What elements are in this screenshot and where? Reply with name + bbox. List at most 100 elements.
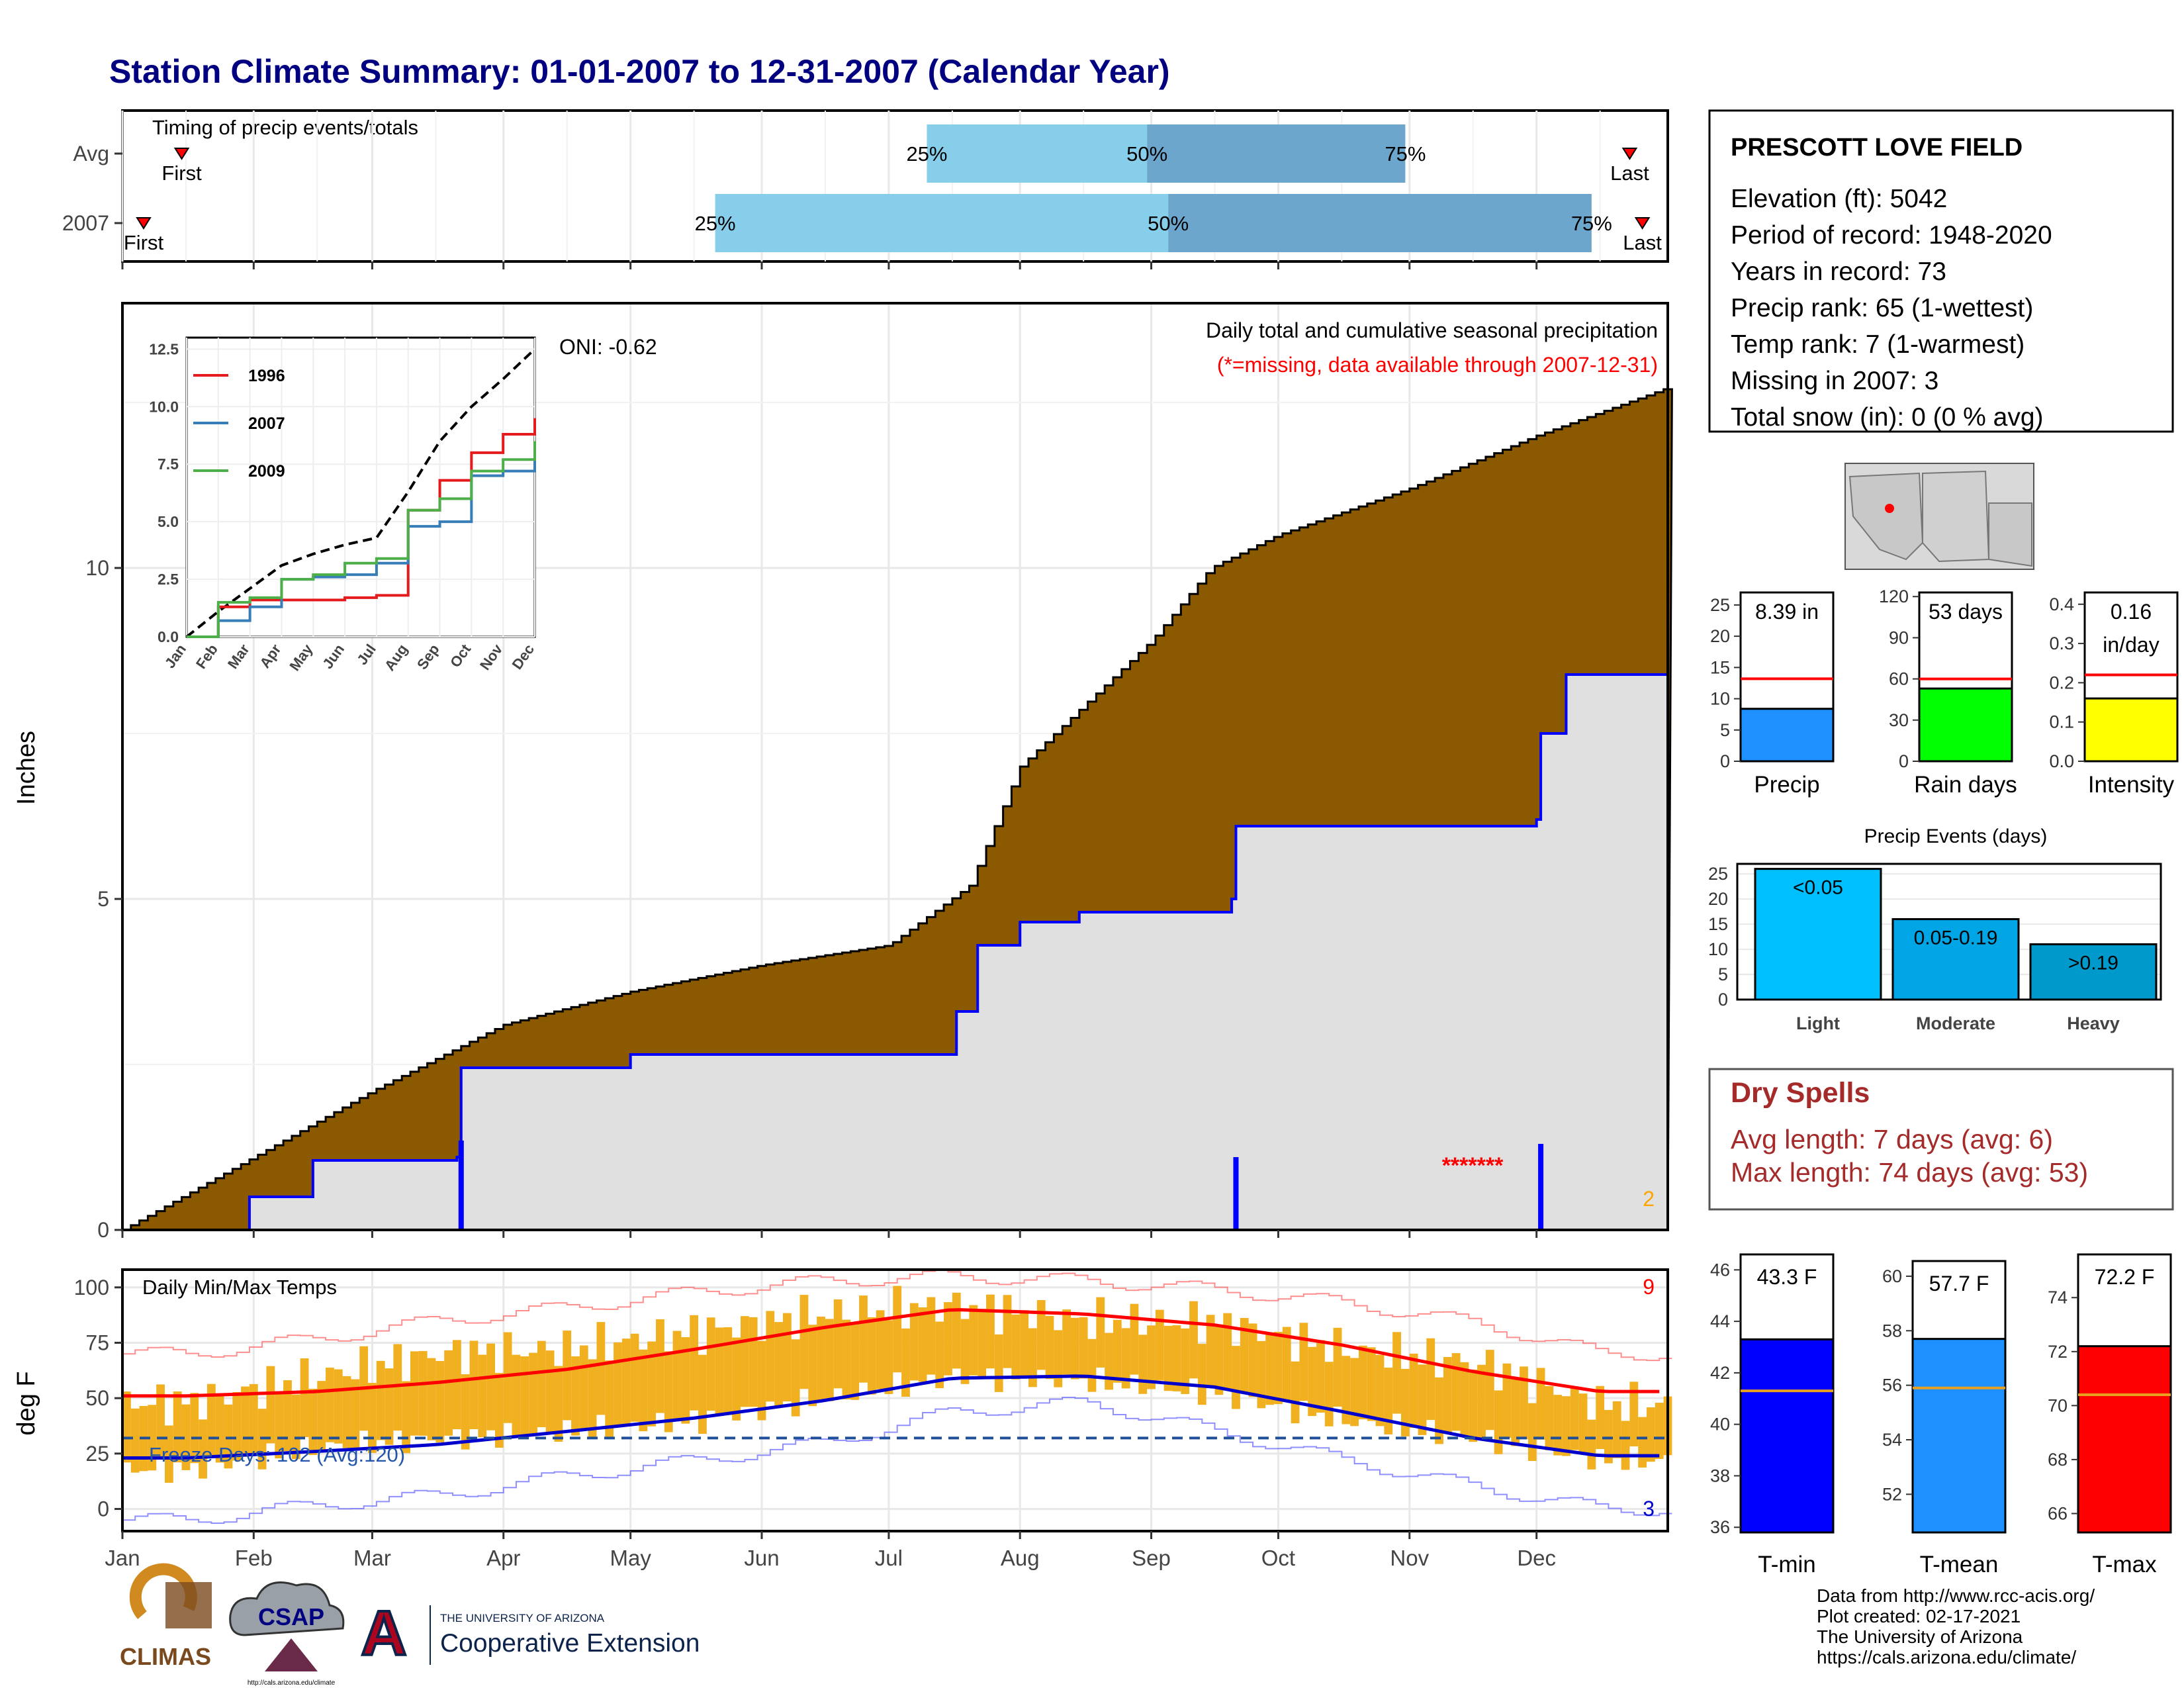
mini-bar-ytick-label: 5 [1720,720,1730,740]
daily-temp-range-bar [1553,1395,1563,1456]
daily-temp-range-bar [1316,1340,1325,1413]
dry-spells-avg: Avg length: 7 days (avg: 6) [1731,1124,2053,1154]
mini-bar-value [1739,708,1835,763]
average-min-line [122,1374,1660,1460]
daily-temp-range-bar [1451,1353,1461,1431]
mini-bar-ytick-label: 0.4 [2049,594,2074,614]
daily-temp-range-bar [512,1354,521,1436]
daily-temp-range-bar [486,1343,495,1430]
daily-temp-range-bar [199,1419,207,1479]
mini-bar-value-label: 0.16 [2111,600,2152,624]
daily-temp-range-bar [1308,1346,1317,1417]
temp-bar-value-label: 57.7 F [1929,1272,1989,1295]
temp-bar-ytick-label: 38 [1710,1466,1730,1485]
daily-temp-range-bar [927,1297,936,1375]
daily-temp-range-bar [944,1302,952,1376]
temp-ytick-label: 25 [85,1442,109,1466]
daily-temp-range-bar [969,1305,978,1376]
first-label: First [124,231,164,254]
timing-p50-label: 50% [1126,142,1167,165]
daily-temp-range-bar [1392,1332,1401,1414]
daily-temp-range-bar [909,1303,919,1381]
daily-temp-range-bar [1028,1328,1037,1387]
oni-label: ONI: -0.62 [559,335,657,359]
dry-spells-frame [1708,1068,2174,1211]
daily-temp-range-bar [1342,1356,1351,1425]
ua-block-a-icon: A [361,1598,406,1669]
daily-temp-range-bar [1147,1325,1156,1389]
timing-title: Timing of precip events/totals [152,116,418,139]
record-low-line [122,1397,1672,1524]
temp-bar-value-label: 43.3 F [1757,1265,1817,1289]
timing-bar-q1 [715,194,1169,252]
mini-bar-ytick-label: 0.1 [2049,712,2074,732]
daily-temp-range-bar [664,1351,673,1432]
daily-temp-range-bar [571,1356,580,1436]
last-label: Last [1623,231,1662,254]
page-title: Station Climate Summary: 01-01-2007 to 1… [109,53,1170,90]
daily-temp-range-bar [918,1307,927,1382]
events-ytick-label: 5 [1718,964,1728,984]
temp-bar-value [1739,1338,1835,1534]
daily-temp-range-bar [621,1338,631,1425]
daily-temp-range-bar [1469,1369,1478,1442]
daily-temp-range-bar [130,1408,140,1473]
temp-summary-bar-1: 52 54 56 58 60 57.7 F T-mean [1882,1260,2007,1577]
temp-bar-ytick-label: 72 [2048,1342,2068,1362]
daily-temp-range-bar [672,1331,682,1421]
logo-csap: CSAP http://cals.arizona.edu/climate [229,1581,345,1687]
temp-bar-ytick-label: 70 [2048,1395,2068,1415]
daily-temp-range-bar [1045,1315,1054,1380]
daily-temp-range-bar [1214,1325,1224,1395]
missing-marker: ******* [1442,1153,1504,1178]
mini-bar-value-unit: in/day [2103,633,2159,657]
events-ytick-label: 25 [1708,864,1728,884]
event-bar [2029,943,2158,1001]
daily-temp-range-bar [1426,1338,1435,1421]
ua-cooperative-extension: Cooperative Extension [440,1629,700,1658]
daily-temp-range-bar [1596,1385,1605,1449]
mini-bar-ytick-label: 0.3 [2049,633,2074,653]
average-max-line [122,1308,1660,1398]
event-category-label: Heavy [2067,1013,2120,1033]
timing-p75-label: 75% [1385,142,1426,165]
temp-ytick-label: 50 [85,1386,109,1410]
dry-spells-max: Max length: 74 days (avg: 53) [1731,1157,2088,1188]
daily-temp-range-bar [799,1295,809,1389]
daily-temp-range-bar [986,1294,995,1369]
daily-temp-range-bar [1189,1301,1198,1379]
daily-temp-range-bar [1502,1363,1512,1438]
temp-bar-ytick-label: 52 [1882,1484,1902,1504]
temp-ytick-label: 75 [85,1331,109,1354]
daily-temp-range-bar [275,1391,284,1459]
daily-temp-range-bar [1612,1401,1621,1458]
daily-temp-range-bar [1400,1368,1410,1436]
event-bar-label: >0.19 [2068,952,2118,974]
logo-university-of-arizona: A THE UNIVERSITY OF ARIZONA Cooperative … [359,1597,700,1670]
temp-bar-ytick-label: 40 [1710,1415,1730,1434]
daily-precip-bar [1538,1144,1544,1230]
daily-temp-range-bar [952,1292,961,1369]
month-label: May [610,1546,651,1570]
daily-precip-bar [458,1141,464,1230]
first-label: First [161,162,202,185]
daily-temp-range-bar [1494,1390,1503,1454]
temp-bar-ytick-label: 58 [1882,1321,1902,1340]
daily-temp-range-bar [1621,1421,1630,1470]
first-event-marker [136,217,152,230]
daily-temp-range-bar [588,1359,597,1438]
temp-bar-ytick-label: 60 [1882,1266,1902,1286]
daily-temp-range-bar [1604,1410,1613,1464]
mini-bar-ytick-label: 25 [1710,595,1730,615]
daily-temp-range-bar [1638,1417,1647,1468]
month-label: Jan [105,1546,140,1570]
daily-temp-range-bar [741,1316,749,1407]
daily-temp-range-bar [1003,1295,1012,1368]
daily-temp-range-bar [647,1341,657,1427]
daily-temp-range-bar [1299,1323,1308,1401]
temp-panel: Daily Min/Max Temps Freeze Days: 102 (Av… [13,1268,1672,1532]
daily-temp-range-bar [545,1350,555,1433]
daily-temp-range-bar [1070,1317,1079,1380]
event-bar-label: <0.05 [1793,877,1843,899]
inset-legend-label: 1996 [248,367,285,385]
